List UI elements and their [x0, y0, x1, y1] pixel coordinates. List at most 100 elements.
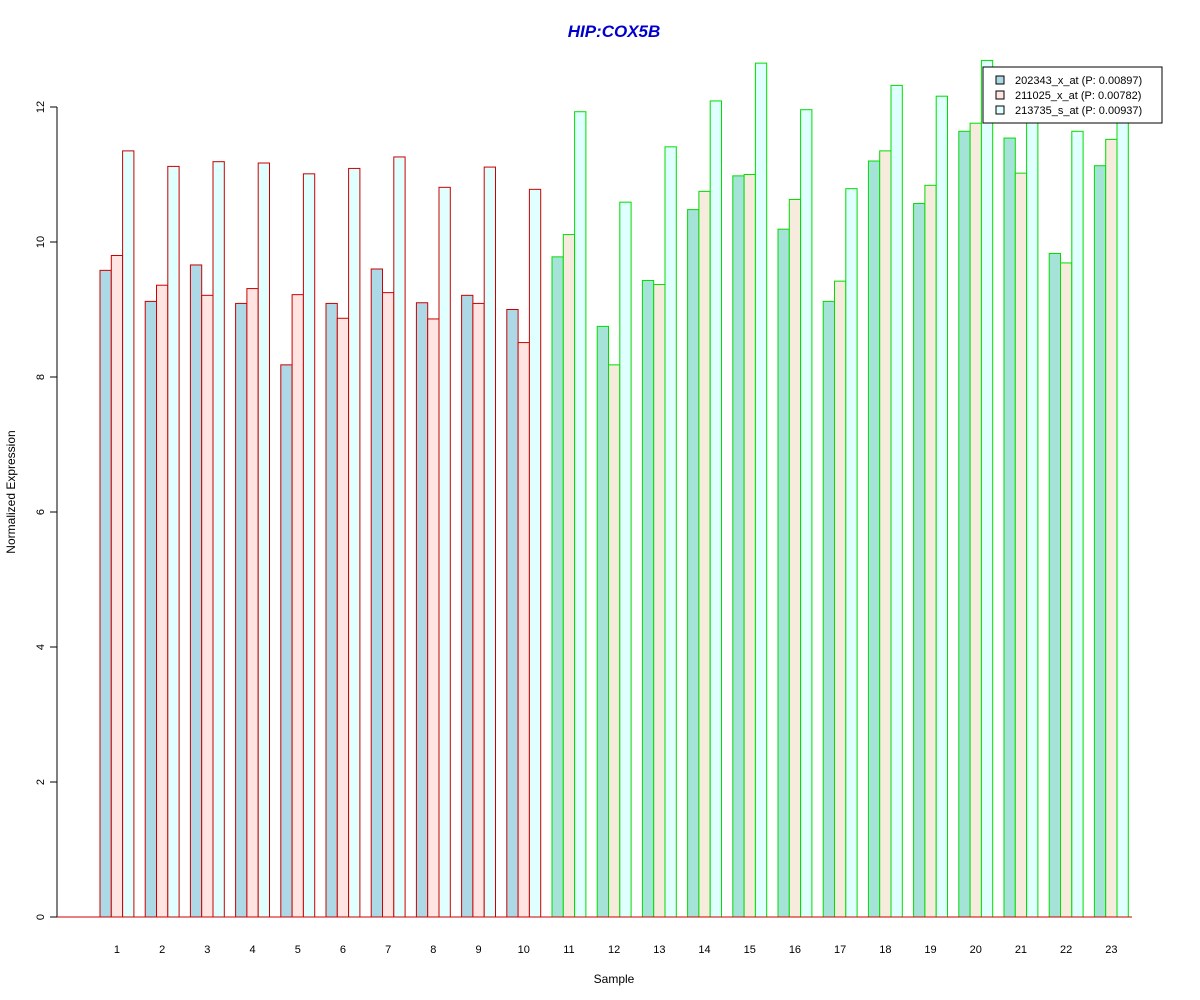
- bar-sample-17-series-3: [845, 188, 858, 918]
- y-tick-label-12: 12: [35, 101, 47, 113]
- bar-sample-15-series-3: [754, 62, 768, 918]
- y-tick-label-4: 4: [35, 644, 47, 650]
- x-tick-label-14: 14: [698, 944, 710, 956]
- y-tick-label-8: 8: [35, 374, 47, 380]
- x-tick-label-9: 9: [475, 944, 481, 956]
- legend-entry-3: 213735_s_at (P: 0.00937): [1015, 105, 1142, 117]
- bar-sample-3-series-1: [189, 264, 203, 918]
- bar-sample-10-series-2: [517, 342, 530, 918]
- bar-sample-21-series-2: [1014, 172, 1028, 918]
- bar-sample-2-series-2: [156, 284, 169, 918]
- x-axis-tick-labels: 1 2 3 4 5 6 7 8 9 10 11 12 13 14 15 16 17 18 19 20 21 22 23: [114, 944, 1118, 956]
- bar-sample-23-series-2: [1105, 138, 1118, 918]
- bar-sample-17-series-2: [834, 280, 847, 918]
- x-tick-label-4: 4: [249, 944, 255, 956]
- bar-sample-15-series-2: [743, 174, 756, 918]
- x-tick-label-5: 5: [295, 944, 301, 956]
- bar-sample-16-series-3: [800, 109, 813, 918]
- x-tick-label-13: 13: [653, 944, 665, 956]
- bar-sample-2-series-1: [144, 300, 157, 918]
- x-tick-label-1: 1: [114, 944, 120, 956]
- legend-box: [982, 66, 1163, 124]
- legend-swatch-3: [995, 105, 1005, 115]
- y-axis: 0 2 4 6 8 10 12: [35, 101, 58, 920]
- bar-sample-10-series-1: [506, 309, 519, 918]
- bar-sample-20-series-1: [958, 130, 971, 918]
- x-tick-label-16: 16: [789, 944, 801, 956]
- bar-sample-2-series-3: [167, 165, 180, 918]
- bar-sample-4-series-1: [235, 302, 248, 918]
- y-tick-label-0: 0: [35, 914, 47, 920]
- bar-sample-18-series-3: [890, 84, 903, 918]
- bar-sample-8-series-2: [427, 318, 440, 918]
- x-tick-label-11: 11: [563, 944, 574, 956]
- bar-sample-9-series-2: [472, 302, 485, 918]
- x-axis-label: Sample: [594, 972, 635, 986]
- bar-sample-11-series-2: [562, 234, 576, 918]
- bar-sample-3-series-2: [201, 294, 214, 918]
- x-tick-label-2: 2: [159, 944, 165, 956]
- x-tick-label-20: 20: [970, 944, 982, 956]
- x-tick-label-7: 7: [385, 944, 391, 956]
- bar-sample-21-series-1: [1003, 137, 1016, 918]
- bar-sample-13-series-1: [641, 279, 655, 918]
- bar-sample-9-series-3: [483, 166, 497, 918]
- bar-sample-1-series-2: [110, 255, 124, 918]
- bar-sample-7-series-1: [370, 268, 384, 918]
- bar-sample-3-series-3: [212, 161, 225, 918]
- bar-sample-13-series-3: [664, 146, 677, 918]
- bar-sample-6-series-2: [336, 317, 350, 918]
- chart-title: HIP:COX5B: [568, 22, 661, 41]
- legend-swatch-1: [995, 75, 1005, 85]
- bar-sample-22-series-3: [1071, 130, 1084, 918]
- x-tick-label-12: 12: [608, 944, 620, 956]
- bar-sample-6-series-1: [325, 302, 338, 918]
- bar-sample-6-series-3: [348, 167, 361, 918]
- y-tick-label-2: 2: [35, 779, 47, 785]
- x-tick-label-23: 23: [1105, 944, 1117, 956]
- bar-sample-8-series-3: [438, 186, 451, 918]
- bar-sample-5-series-1: [280, 364, 293, 918]
- bar-sample-5-series-2: [291, 294, 304, 918]
- bar-sample-7-series-2: [382, 292, 395, 918]
- x-tick-label-19: 19: [924, 944, 936, 956]
- bar-sample-11-series-1: [551, 256, 564, 918]
- legend-entry-1: 202343_x_at (P: 0.00897): [1015, 75, 1142, 87]
- bar-sample-14-series-1: [687, 209, 700, 918]
- bar-sample-19-series-3: [935, 95, 949, 918]
- bar-sample-20-series-3: [980, 59, 994, 918]
- y-axis-label: Normalized Expression: [4, 430, 18, 553]
- bar-sample-22-series-1: [1048, 252, 1061, 918]
- x-tick-label-21: 21: [1015, 944, 1027, 956]
- bar-sample-13-series-2: [653, 284, 666, 918]
- bar-sample-18-series-2: [879, 150, 892, 918]
- x-tick-label-3: 3: [204, 944, 210, 956]
- y-tick-label-6: 6: [35, 509, 47, 515]
- bar-sample-4-series-3: [257, 162, 271, 918]
- bar-sample-14-series-2: [698, 190, 711, 918]
- bar-sample-23-series-3: [1116, 103, 1129, 918]
- x-tick-label-6: 6: [340, 944, 346, 956]
- bar-sample-18-series-1: [867, 160, 881, 918]
- bar-sample-14-series-3: [709, 100, 723, 918]
- bar-sample-1-series-3: [122, 150, 135, 918]
- x-tick-label-15: 15: [744, 944, 756, 956]
- bar-sample-8-series-1: [415, 302, 429, 918]
- legend-entry-2: 211025_x_at (P: 0.00782): [1015, 90, 1141, 102]
- bar-sample-19-series-1: [913, 203, 926, 918]
- bar-sample-21-series-3: [1026, 106, 1039, 918]
- bar-sample-5-series-3: [302, 173, 316, 918]
- bar-sample-23-series-1: [1093, 165, 1107, 918]
- x-tick-label-22: 22: [1060, 944, 1072, 956]
- x-tick-label-10: 10: [518, 944, 530, 956]
- bar-sample-22-series-2: [1060, 262, 1073, 918]
- y-tick-label-10: 10: [35, 236, 47, 248]
- bar-sample-16-series-2: [788, 198, 802, 918]
- legend-swatch-2: [995, 90, 1005, 100]
- bar-sample-9-series-1: [461, 294, 474, 918]
- bar-sample-20-series-2: [969, 122, 982, 918]
- bar-sample-11-series-3: [574, 111, 587, 918]
- bar-sample-10-series-3: [528, 188, 542, 918]
